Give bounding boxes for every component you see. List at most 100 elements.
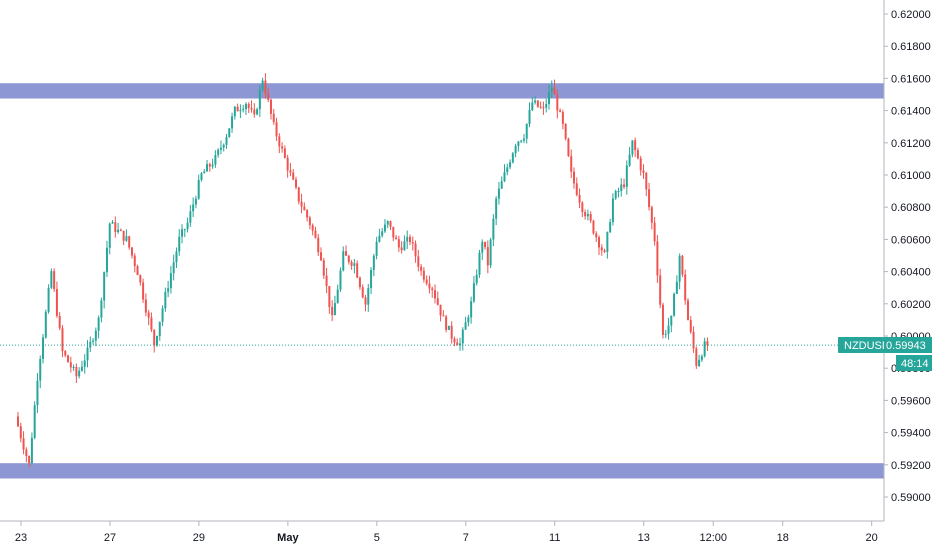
candle	[484, 241, 487, 250]
candle	[467, 314, 470, 327]
candle	[581, 201, 584, 217]
candle	[244, 102, 247, 116]
candle-body	[345, 251, 348, 256]
candle-body	[200, 173, 203, 180]
candle	[169, 265, 172, 294]
candle	[61, 325, 64, 358]
candle	[55, 281, 58, 318]
candle	[514, 143, 517, 158]
candle	[439, 304, 442, 322]
candle	[650, 205, 653, 230]
candle	[403, 235, 406, 251]
candle	[431, 286, 434, 298]
candle	[592, 219, 595, 235]
candle	[698, 354, 701, 368]
candle-body	[614, 191, 617, 199]
price-axis[interactable]: 0.62000 0.61800 0.61600 0.61400 0.61200 0.610…	[883, 0, 932, 521]
candle	[217, 148, 220, 158]
candle-body	[39, 358, 42, 381]
candle-body	[497, 188, 500, 199]
candle-body	[414, 243, 417, 257]
candle	[242, 104, 245, 113]
candle-body	[503, 172, 506, 182]
candle	[342, 246, 345, 272]
candle	[142, 278, 145, 303]
x-tick-label: 29	[193, 532, 205, 544]
candle-body	[386, 221, 389, 225]
candle-body	[217, 149, 220, 155]
candle	[297, 186, 300, 205]
candle	[272, 108, 275, 125]
candle-body	[233, 106, 236, 117]
candle	[550, 80, 553, 98]
candle-body	[636, 150, 639, 159]
candle-body	[375, 241, 378, 256]
candle	[86, 340, 89, 368]
candle-body	[406, 236, 409, 242]
candle-body	[50, 271, 53, 288]
candle-body	[417, 256, 420, 267]
candle-body	[425, 279, 428, 284]
candle	[189, 204, 192, 227]
candle-body	[567, 138, 570, 157]
candle	[97, 315, 100, 339]
candle-body	[119, 229, 122, 231]
candle-body	[353, 263, 356, 266]
candle	[311, 223, 314, 236]
candle-body	[172, 262, 175, 274]
candle-body	[428, 283, 431, 289]
candle	[314, 226, 317, 239]
candle-body	[267, 93, 270, 100]
candle	[353, 258, 356, 274]
candle-body	[244, 104, 247, 110]
time-axis[interactable]: 23 27 29 May 5 7 11 13 12:00 18 20	[0, 520, 884, 544]
candle-body	[542, 107, 545, 109]
candle-body	[333, 303, 336, 316]
candle-body	[336, 289, 339, 304]
candle	[561, 109, 564, 130]
candle	[136, 264, 139, 276]
candle	[445, 314, 448, 333]
candle	[628, 147, 631, 167]
candle	[292, 168, 295, 181]
candle-body	[361, 287, 364, 298]
candle-body	[258, 89, 261, 110]
candle	[623, 178, 626, 190]
candle	[695, 346, 698, 369]
candle-body	[236, 106, 239, 112]
candle	[303, 202, 306, 211]
candle-body	[536, 100, 539, 107]
support-resistance-zones	[0, 83, 884, 479]
candle-body	[509, 162, 512, 168]
candle	[389, 220, 392, 231]
candle	[375, 236, 378, 260]
candle	[197, 174, 200, 200]
candle-body	[445, 316, 448, 330]
candle	[289, 162, 292, 177]
candle	[600, 244, 603, 256]
x-tick-label: 20	[866, 532, 878, 544]
candle-body	[603, 250, 606, 252]
candle-body	[22, 438, 25, 450]
candle	[595, 231, 598, 242]
candle	[358, 276, 361, 290]
candle-body	[456, 342, 459, 346]
candle-body	[269, 99, 272, 114]
candle	[33, 401, 36, 440]
candle	[461, 327, 464, 351]
symbol-tag	[838, 337, 884, 353]
candle	[547, 84, 550, 110]
candle	[578, 188, 581, 209]
candle	[386, 220, 389, 229]
candle	[383, 219, 386, 234]
candle	[486, 240, 489, 274]
candle-body	[250, 107, 253, 110]
candle	[225, 133, 228, 149]
candle	[406, 230, 409, 249]
candle	[144, 293, 147, 317]
candle-body	[700, 356, 703, 360]
candle-body	[586, 214, 589, 217]
candle	[670, 315, 673, 333]
candle-body	[570, 156, 573, 172]
